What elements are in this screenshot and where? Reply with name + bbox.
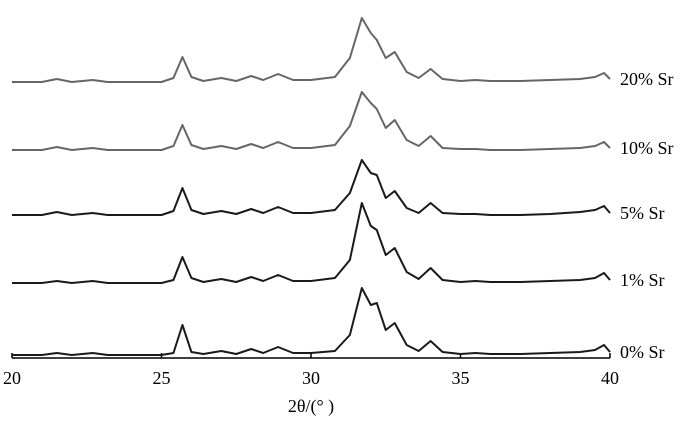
series-line [12,202,611,284]
x-tick-label: 20 [3,368,21,388]
series-line [12,91,611,151]
series-label: 0% Sr [620,342,665,362]
series-label: 5% Sr [620,203,665,223]
series-label: 1% Sr [620,270,665,290]
x-axis-label: 2θ/(° ) [288,396,334,417]
x-tick-label: 25 [153,368,171,388]
series-label: 20% Sr [620,69,674,89]
series-line [12,17,611,83]
series-line [12,287,611,356]
x-tick-label: 35 [452,368,470,388]
series-label: 10% Sr [620,138,674,158]
x-tick-label: 40 [601,368,619,388]
x-tick-label: 30 [302,368,320,388]
series-line [12,159,611,216]
